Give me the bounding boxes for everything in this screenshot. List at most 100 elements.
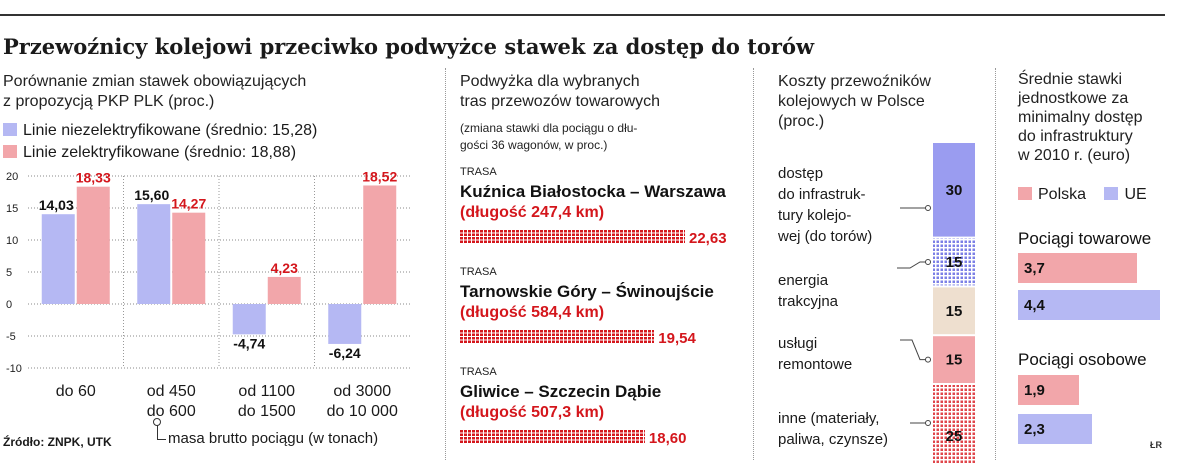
y-tick-label: 10 bbox=[6, 235, 18, 247]
route-bar bbox=[460, 230, 685, 244]
data-label: 18,52 bbox=[362, 168, 397, 184]
panel1-subtitle: Porównanie zmian stawek obowiązujących z… bbox=[3, 72, 306, 112]
segment-label-line: energia bbox=[778, 272, 829, 289]
group-title-osobowe: Pociągi osobowe bbox=[1018, 350, 1147, 369]
panel4-subtitle-line: minimalny dostęp bbox=[1018, 109, 1143, 126]
panel2-note-line: (zmiana stawki dla pociągu o dłu- bbox=[460, 121, 638, 135]
segment-value: 15 bbox=[946, 352, 963, 369]
x-category-label: od 3000 bbox=[333, 383, 391, 400]
segment-label-line: trakcyjna bbox=[778, 293, 839, 310]
segment-label-line: do infrastruk- bbox=[778, 186, 866, 203]
leader-dot bbox=[925, 259, 931, 265]
bar bbox=[76, 186, 110, 304]
hbar-value: 1,9 bbox=[1024, 382, 1045, 399]
panel4-legend: Polska UE bbox=[1018, 186, 1147, 204]
legend-label: Polska bbox=[1038, 186, 1087, 203]
separator bbox=[445, 68, 446, 460]
route-length: (długość 247,4 km) bbox=[460, 204, 605, 221]
segment-label-inne: inne (materiały, paliwa, czynsze) bbox=[778, 408, 888, 450]
route-tag: TRASA bbox=[460, 266, 497, 278]
segment-label-uslugi: usługi remontowe bbox=[778, 333, 852, 375]
stacked-bar-costs: 30 15 15 15 25 bbox=[897, 143, 975, 463]
panel2-subtitle: Podwyżka dla wybranych tras przewozów to… bbox=[460, 72, 660, 112]
segment-label-energia: energia trakcyjna bbox=[778, 270, 838, 312]
separator bbox=[753, 68, 754, 460]
stack-segment bbox=[933, 385, 975, 463]
y-tick-label: 0 bbox=[6, 299, 12, 311]
legend-label: Linie zelektryfikowane (średnio: 18,88) bbox=[23, 144, 297, 161]
route-value: 19,54 bbox=[658, 330, 696, 347]
hbar-value: 2,3 bbox=[1024, 421, 1045, 438]
route-value: 22,63 bbox=[689, 230, 727, 247]
route-tag: TRASA bbox=[460, 166, 497, 178]
panel2-note: (zmiana stawki dla pociągu o dłu- gości … bbox=[460, 120, 637, 154]
y-tick-label: 15 bbox=[6, 203, 18, 215]
data-label: 14,03 bbox=[39, 197, 74, 213]
legend-label: UE bbox=[1124, 186, 1147, 203]
leader-line bbox=[900, 339, 928, 361]
legend-item-red: Linie zelektryfikowane (średnio: 18,88) bbox=[3, 142, 317, 164]
y-tick-label: 20 bbox=[6, 171, 18, 183]
panel2-subtitle-line: tras przewozów towarowych bbox=[460, 93, 661, 110]
route-name: Kuźnica Białostocka – Warszawa bbox=[460, 182, 726, 201]
data-label: 4,23 bbox=[271, 260, 298, 276]
data-label: -4,74 bbox=[233, 335, 265, 351]
bar bbox=[137, 204, 171, 304]
bar bbox=[172, 212, 206, 304]
top-rule bbox=[0, 14, 1165, 16]
segment-label-line: tury kolejo- bbox=[778, 207, 852, 224]
stack-segment bbox=[933, 238, 975, 286]
route-bar bbox=[460, 430, 645, 444]
legend-swatch bbox=[3, 123, 17, 136]
panel4-subtitle-line: jednostkowe za bbox=[1018, 90, 1129, 107]
route-length: (długość 507,3 km) bbox=[460, 404, 605, 421]
x-category-label: do 60 bbox=[56, 383, 96, 400]
data-label: -6,24 bbox=[329, 345, 361, 361]
mass-note: masa brutto pociągu (w tonach) bbox=[168, 430, 379, 447]
panel2-subtitle-line: Podwyżka dla wybranych bbox=[460, 73, 640, 90]
panel2-note-line: gości 36 wagonów, w proc.) bbox=[460, 138, 608, 152]
route-length: (długość 584,4 km) bbox=[460, 304, 605, 321]
segment-value: 25 bbox=[946, 428, 963, 445]
bar bbox=[363, 185, 397, 304]
infographic-title: Przewoźnicy kolejowi przeciwko podwyżce … bbox=[3, 34, 815, 59]
panel4-subtitle: Średnie stawki jednostkowe za minimalny … bbox=[1018, 70, 1143, 165]
segment-label-line: dostęp bbox=[778, 165, 824, 182]
hbar bbox=[1018, 414, 1093, 444]
stack-segment bbox=[933, 143, 975, 237]
segment-label-line: wej (do torów) bbox=[778, 228, 873, 245]
legend-swatch bbox=[3, 145, 17, 158]
segment-label-line: remontowe bbox=[778, 356, 853, 373]
panel3-subtitle-line: (proc.) bbox=[778, 113, 825, 130]
author-credit: ŁR bbox=[1150, 440, 1162, 450]
route-bar bbox=[460, 330, 655, 344]
panel4-subtitle-line: w 2010 r. (euro) bbox=[1018, 147, 1131, 164]
y-tick-label: -5 bbox=[6, 331, 16, 343]
segment-label-line: paliwa, czynsze) bbox=[778, 431, 889, 448]
x-category-label: do 600 bbox=[147, 403, 196, 420]
panel4-subtitle-line: Średnie stawki bbox=[1018, 71, 1123, 88]
data-label: 15,60 bbox=[134, 187, 169, 203]
legend-item-blue: Linie niezelektryfikowane (średnio: 15,2… bbox=[3, 120, 317, 142]
leader-dot bbox=[925, 356, 931, 363]
mass-note-connector bbox=[157, 421, 166, 440]
panel3-subtitle-line: Koszty przewoźników bbox=[778, 73, 931, 90]
routes-list: TRASA Kuźnica Białostocka – Warszawa (dług… bbox=[460, 162, 745, 462]
y-tick-label: -10 bbox=[6, 363, 22, 375]
mass-note-dot bbox=[153, 418, 161, 426]
route-name: Tarnowskie Góry – Świnoujście bbox=[460, 282, 714, 301]
segment-label-line: inne (materiały, bbox=[778, 410, 880, 427]
segment-value: 15 bbox=[946, 303, 963, 320]
panel1-subtitle-line: z propozycją PKP PLK (proc.) bbox=[3, 93, 215, 110]
segment-value: 30 bbox=[946, 182, 963, 199]
route-tag: TRASA bbox=[460, 366, 497, 378]
hbar-value: 4,4 bbox=[1024, 297, 1045, 314]
group-title-towarowe: Pociągi towarowe bbox=[1018, 229, 1152, 248]
stack-segment bbox=[933, 336, 975, 383]
data-label: 18,33 bbox=[76, 170, 111, 186]
hbar bbox=[1018, 253, 1138, 283]
panel1-legend: Linie niezelektryfikowane (średnio: 15,2… bbox=[3, 120, 317, 164]
panel1-subtitle-line: Porównanie zmian stawek obowiązujących bbox=[3, 73, 307, 90]
leader-dot bbox=[925, 420, 931, 426]
